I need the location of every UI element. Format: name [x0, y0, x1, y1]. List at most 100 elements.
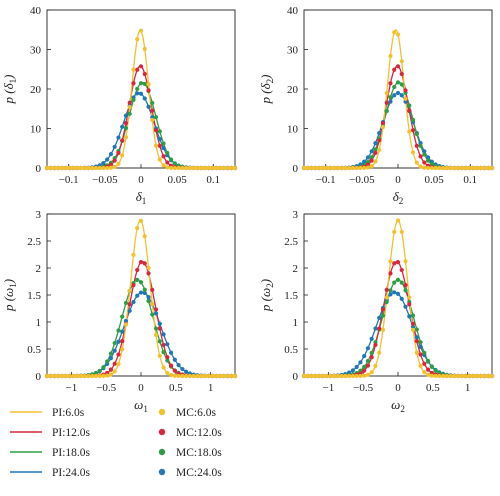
mc-point-12.0s [422, 361, 427, 366]
y-tick-label: 1 [36, 317, 42, 329]
mc-point-6.0s [410, 327, 416, 332]
mc-point-6.0s [380, 125, 386, 130]
mc-point-12.0s [384, 287, 389, 292]
mc-point-6.0s [362, 373, 367, 378]
mc-point-18.0s [127, 111, 132, 116]
mc-point-18.0s [138, 81, 144, 86]
mc-point-24.0s [358, 360, 363, 365]
mc-point-12.0s [403, 283, 408, 288]
mc-point-6.0s [309, 373, 314, 379]
mc-point-6.0s [172, 165, 177, 171]
mc-point-6.0s [120, 153, 125, 158]
mc-point-6.0s [161, 365, 166, 370]
mc-point-18.0s [116, 328, 121, 333]
mc-point-6.0s [138, 28, 144, 33]
mc-point-12.0s [135, 67, 140, 72]
mc-point-6.0s [418, 363, 423, 369]
mc-point-18.0s [388, 95, 393, 100]
mc-point-6.0s [448, 373, 453, 379]
mc-point-6.0s [467, 373, 472, 379]
mc-point-6.0s [369, 164, 374, 169]
mc-point-6.0s [153, 332, 159, 338]
mc-point-6.0s [67, 165, 72, 171]
y-axis-label: p (ω1) [1, 279, 18, 312]
mc-point-6.0s [369, 370, 374, 375]
mc-point-6.0s [489, 165, 495, 171]
mc-point-6.0s [471, 373, 476, 379]
mc-point-6.0s [44, 373, 50, 379]
mc-point-6.0s [320, 373, 325, 379]
mc-point-6.0s [48, 165, 53, 171]
mc-point-6.0s [316, 165, 322, 171]
mc-point-6.0s [221, 165, 226, 171]
y-tick-label: 0 [293, 163, 299, 175]
mc-point-6.0s [195, 373, 200, 379]
mc-point-6.0s [153, 143, 159, 148]
mc-point-6.0s [206, 373, 211, 379]
mc-point-6.0s [202, 373, 208, 379]
mc-point-12.0s [392, 67, 397, 72]
mc-point-18.0s [429, 162, 434, 167]
mc-point-6.0s [93, 165, 98, 171]
mc-point-6.0s [78, 165, 83, 171]
mc-point-6.0s [112, 369, 117, 374]
y-tick-label: 0.5 [27, 344, 41, 356]
mc-point-18.0s [422, 152, 427, 157]
mc-point-24.0s [146, 104, 151, 109]
mc-point-24.0s [168, 350, 174, 355]
mc-point-6.0s [127, 288, 132, 293]
y-axis-label-end: ) [258, 75, 273, 80]
mc-point-12.0s [150, 287, 155, 292]
mc-point-12.0s [135, 267, 140, 273]
mc-point-24.0s [101, 160, 106, 166]
mc-point-24.0s [165, 342, 170, 347]
mc-point-24.0s [422, 149, 427, 154]
x-axis-label: δ2 [393, 189, 404, 206]
mc-point-12.0s [168, 363, 174, 368]
mc-point-18.0s [157, 129, 162, 134]
mc-point-6.0s [467, 165, 472, 171]
mc-point-6.0s [486, 165, 491, 171]
mc-point-6.0s [191, 165, 196, 171]
mc-point-6.0s [142, 234, 147, 239]
panel-2: −0.1 −0.05 0 0.05 0.1 0 10 20 30 40 δ2 p (δ2) [258, 5, 495, 206]
mc-point-12.0s [157, 143, 162, 148]
mc-point-12.0s [157, 326, 162, 331]
mc-point-24.0s [176, 363, 181, 368]
mc-point-18.0s [395, 277, 401, 282]
mc-point-6.0s [71, 373, 76, 379]
mc-point-6.0s [403, 96, 408, 101]
x-tick-label: 0.5 [169, 382, 183, 394]
mc-point-12.0s [407, 302, 412, 307]
mc-point-6.0s [108, 165, 114, 170]
mc-point-6.0s [225, 373, 230, 379]
mc-point-24.0s [116, 339, 121, 344]
mc-point-6.0s [161, 163, 166, 168]
mc-point-6.0s [437, 373, 442, 379]
mc-point-12.0s [112, 361, 117, 366]
mc-point-18.0s [414, 327, 419, 332]
mc-point-24.0s [388, 292, 393, 297]
mc-point-6.0s [335, 373, 340, 379]
mc-point-6.0s [52, 373, 57, 379]
mc-point-6.0s [444, 373, 449, 379]
mc-point-6.0s [86, 165, 91, 171]
mc-point-18.0s [399, 280, 404, 285]
mc-point-24.0s [373, 326, 378, 331]
mc-point-24.0s [142, 290, 147, 296]
mc-point-18.0s [101, 365, 106, 370]
y-tick-label: 40 [30, 5, 42, 17]
mc-point-18.0s [105, 359, 110, 364]
mc-point-18.0s [97, 368, 102, 374]
mc-point-6.0s [373, 159, 378, 164]
mc-point-12.0s [399, 267, 404, 273]
mc-point-6.0s [105, 373, 110, 378]
x-tick-label: −0.5 [96, 382, 116, 394]
mc-point-6.0s [44, 165, 50, 171]
mc-point-18.0s [392, 84, 397, 90]
mc-point-18.0s [172, 161, 177, 166]
mc-point-18.0s [123, 300, 129, 306]
mc-point-18.0s [142, 287, 147, 292]
y-tick-label: 30 [287, 45, 299, 57]
pi-line-24.0s [47, 291, 235, 377]
